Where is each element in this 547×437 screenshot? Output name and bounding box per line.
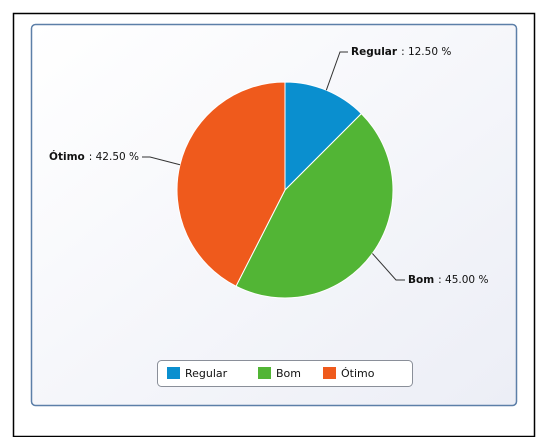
leader-line xyxy=(372,253,405,281)
legend xyxy=(157,360,413,387)
slice-name: Regular xyxy=(351,46,398,58)
legend-label: Bom xyxy=(276,367,301,380)
slice-value: : 42.50 % xyxy=(89,151,139,163)
slice-label: Regular: 12.50 % xyxy=(351,46,451,58)
slice-value: : 45.00 % xyxy=(438,274,488,286)
slice-label: Bom : 45.00 % xyxy=(408,274,488,286)
slice-name: Bom xyxy=(408,274,434,286)
legend-label: Ótimo xyxy=(341,367,375,380)
slice-label: Ótimo : 42.50 % xyxy=(49,150,139,163)
leader-line xyxy=(325,51,348,91)
legend-swatch xyxy=(167,367,180,379)
slice-name: Ótimo xyxy=(49,150,85,163)
legend-label: Regular xyxy=(185,367,228,380)
legend-swatch xyxy=(258,367,271,379)
legend-swatch xyxy=(323,367,336,379)
leader-line xyxy=(142,156,181,166)
slice-value: : 12.50 % xyxy=(401,46,451,58)
